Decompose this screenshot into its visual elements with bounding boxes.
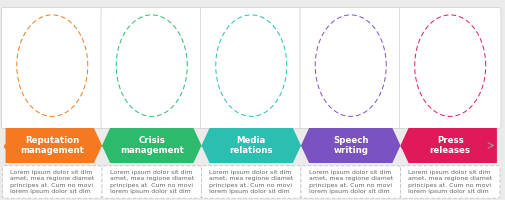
FancyBboxPatch shape (101, 7, 203, 129)
FancyBboxPatch shape (301, 166, 400, 198)
Point (300, 144, 308, 147)
Text: Reputation
management: Reputation management (20, 136, 84, 155)
FancyBboxPatch shape (400, 166, 500, 198)
Text: Crisis
management: Crisis management (120, 136, 184, 155)
Text: Lorem ipsum dolor sit dim
amet, mea regione diamet
principes at. Cum no movi
lor: Lorem ipsum dolor sit dim amet, mea regi… (110, 170, 194, 194)
Text: Lorem ipsum dolor sit dim
amet, mea regione diamet
principes at. Cum no movi
lor: Lorem ipsum dolor sit dim amet, mea regi… (408, 170, 492, 194)
FancyBboxPatch shape (102, 166, 201, 198)
Text: Press
releases: Press releases (430, 136, 471, 155)
Text: Lorem ipsum dolor sit dim
amet, mea regione diamet
principes at. Cum no movi
lor: Lorem ipsum dolor sit dim amet, mea regi… (309, 170, 393, 194)
Polygon shape (201, 128, 301, 163)
Point (200, 144, 209, 147)
FancyBboxPatch shape (399, 7, 501, 129)
Polygon shape (6, 128, 102, 163)
Text: Media
relations: Media relations (229, 136, 273, 155)
Text: Lorem ipsum dolor sit dim
amet, mea regione diamet
principes at. Cum no movi
lor: Lorem ipsum dolor sit dim amet, mea regi… (209, 170, 293, 194)
FancyBboxPatch shape (300, 7, 401, 129)
Polygon shape (400, 128, 497, 163)
Text: Speech
writing: Speech writing (333, 136, 369, 155)
FancyBboxPatch shape (2, 7, 103, 129)
FancyBboxPatch shape (3, 166, 102, 198)
FancyBboxPatch shape (200, 7, 302, 129)
Point (399, 144, 408, 147)
Text: Lorem ipsum dolor sit dim
amet, mea regione diamet
principes at. Cum no movi
lor: Lorem ipsum dolor sit dim amet, mea regi… (10, 170, 94, 194)
Point (101, 144, 109, 147)
Polygon shape (301, 128, 400, 163)
Polygon shape (102, 128, 201, 163)
FancyBboxPatch shape (201, 166, 301, 198)
Point (2, 144, 10, 147)
